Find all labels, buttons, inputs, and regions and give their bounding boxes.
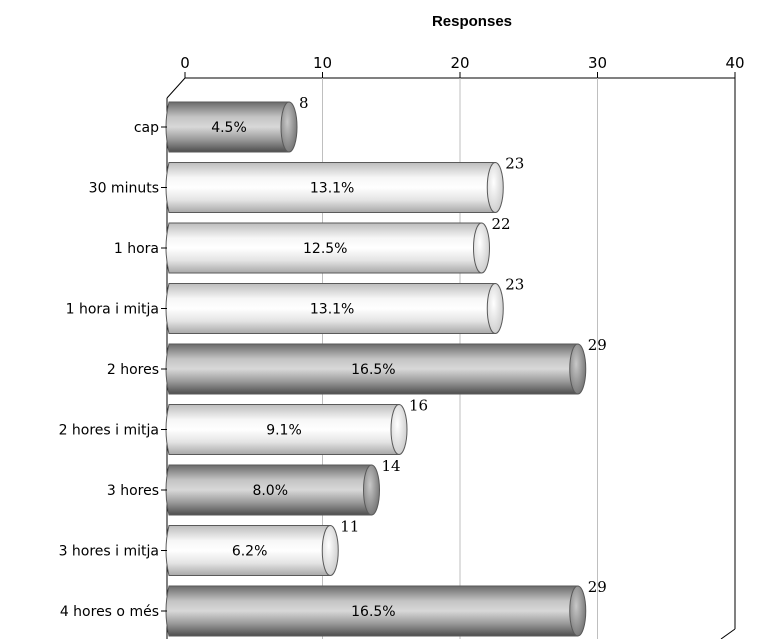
bar-cap [363, 464, 380, 516]
x-tick-label: 0 [180, 54, 190, 72]
bar: 9.1% 16 [165, 397, 428, 455]
bar-value-label: 11 [340, 518, 359, 536]
category-label: 3 hores [107, 483, 159, 499]
bar: 16.5% 29 [165, 336, 607, 395]
category-label: 30 minuts [89, 181, 159, 197]
category-label: 1 hora [114, 241, 159, 257]
category-label: 2 hores i mitja [59, 423, 159, 439]
bar: 13.1% 23 [165, 155, 524, 213]
x-tick-label: 10 [313, 54, 332, 72]
bar-cap [390, 404, 408, 455]
x-tick-label: 30 [588, 54, 607, 72]
bar-value-label: 23 [505, 276, 524, 294]
category-label: 3 hores i mitja [59, 544, 159, 560]
bar-percent-label: 8.0% [252, 483, 288, 499]
bar-value-label: 29 [588, 578, 607, 596]
bar-percent-label: 13.1% [310, 181, 354, 197]
bar-body [165, 464, 372, 516]
bar-body [165, 283, 496, 334]
bar: 16.5% 29 [165, 578, 607, 637]
bar-body [165, 222, 482, 274]
bar: 6.2% 11 [165, 518, 359, 576]
bar-body [165, 585, 579, 637]
bar-value-label: 23 [505, 155, 524, 173]
bar: 12.5% 22 [165, 215, 511, 274]
bar-value-label: 22 [492, 215, 511, 233]
bar-body [165, 525, 331, 576]
bar-percent-label: 9.1% [266, 423, 302, 439]
category-label: 2 hores [107, 362, 159, 378]
bar-body [165, 101, 290, 153]
bar-percent-label: 16.5% [351, 362, 395, 378]
bar-value-label: 8 [299, 94, 309, 112]
x-tick-label: 20 [450, 54, 469, 72]
x-axis-ticks: 0 10 20 30 40 [180, 54, 745, 78]
chart-title: Responses [432, 13, 512, 30]
bar-percent-label: 13.1% [310, 302, 354, 318]
bar-value-label: 16 [409, 397, 428, 415]
bar-percent-label: 6.2% [232, 544, 268, 560]
category-label: cap [134, 120, 159, 136]
bar-percent-label: 4.5% [211, 120, 247, 136]
bar: 8.0% 14 [165, 457, 401, 516]
bars: 4.5% 8 13.1% 23 12.5% 22 13.1% 23 16.5% 29 9.1% 16 8… [165, 94, 607, 637]
frame-depth-right [720, 628, 736, 639]
bar-cap [486, 162, 504, 213]
bar-body [165, 162, 496, 213]
bar: 13.1% 23 [165, 276, 524, 334]
bar-value-label: 14 [382, 457, 401, 475]
bar-percent-label: 16.5% [351, 604, 395, 620]
category-label: 1 hora i mitja [66, 302, 159, 318]
category-labels: cap 30 minuts 1 hora 1 hora i mitja 2 hores 2… [59, 120, 167, 620]
bar-cap [569, 585, 587, 637]
category-label: 4 hores o més [60, 604, 159, 620]
bar: 4.5% 8 [165, 94, 309, 153]
bar-value-label: 29 [588, 336, 607, 354]
bar-body [165, 343, 579, 395]
bar-percent-label: 12.5% [303, 241, 347, 257]
bar-cap [569, 343, 587, 395]
frame-depth-left [166, 77, 186, 99]
bar-body [165, 404, 400, 455]
bar-cap [473, 222, 490, 274]
bar-cap [280, 101, 298, 153]
bar-cap [486, 283, 504, 334]
x-tick-label: 40 [725, 54, 744, 72]
bar-cap [321, 525, 339, 576]
